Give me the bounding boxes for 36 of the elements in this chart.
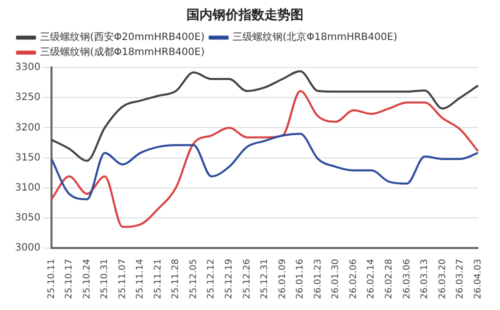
legend-label: 三级螺纹钢(成都Φ18mmHRB400E): [40, 46, 205, 58]
x-tick-label: 25.10.17: [64, 258, 75, 299]
legend-label: 三级螺纹钢(北京Φ18mmHRB400E): [232, 31, 398, 44]
y-tick-label: 3100: [14, 182, 40, 194]
x-tick-label: 26.02.06: [348, 258, 359, 299]
y-tick-label: 3300: [14, 62, 40, 74]
x-tick-label: 25.10.11: [46, 258, 57, 299]
y-tick-label: 3000: [14, 242, 40, 254]
x-tick-label: 25.12.12: [206, 258, 217, 299]
y-tick-label: 3200: [14, 122, 40, 134]
x-tick-label: 26.01.23: [313, 258, 324, 299]
chart-title: 国内钢价指数走势图: [186, 7, 304, 24]
legend-label: 三级螺纹钢(西安Φ20mmHRB400E): [40, 31, 205, 44]
x-tick-label: 26.02.14: [366, 258, 377, 299]
x-tick-label: 25.12.19: [224, 258, 235, 299]
x-tick-label: 26.03.20: [438, 258, 448, 299]
x-tick-label: 26.01.16: [296, 258, 306, 299]
x-tick-label: 25.12.31: [260, 258, 270, 299]
x-tick-label: 25.11.28: [171, 258, 182, 299]
x-tick-label: 25.11.07: [118, 258, 128, 299]
y-tick-label: 3250: [14, 92, 40, 104]
x-tick-label: 25.10.24: [82, 258, 92, 299]
x-tick-label: 26.01.09: [278, 258, 288, 299]
x-tick-label: 25.11.14: [136, 258, 146, 299]
x-tick-label: 26.03.27: [456, 258, 466, 299]
x-tick-label: 25.12.05: [188, 258, 199, 299]
x-tick-label: 25.10.31: [100, 258, 110, 299]
x-tick-label: 26.03.13: [420, 258, 430, 299]
x-tick-label: 26.02.28: [384, 258, 394, 299]
y-tick-label: 3150: [14, 152, 40, 164]
x-tick-label: 26.03.06: [402, 258, 412, 299]
x-tick-label: 26.01.30: [331, 258, 342, 299]
x-tick-label: 25.11.21: [153, 258, 164, 299]
y-tick-label: 3050: [14, 212, 40, 224]
x-tick-label: 25.12.26: [242, 258, 252, 299]
x-tick-label: 26.04.03: [473, 258, 484, 299]
